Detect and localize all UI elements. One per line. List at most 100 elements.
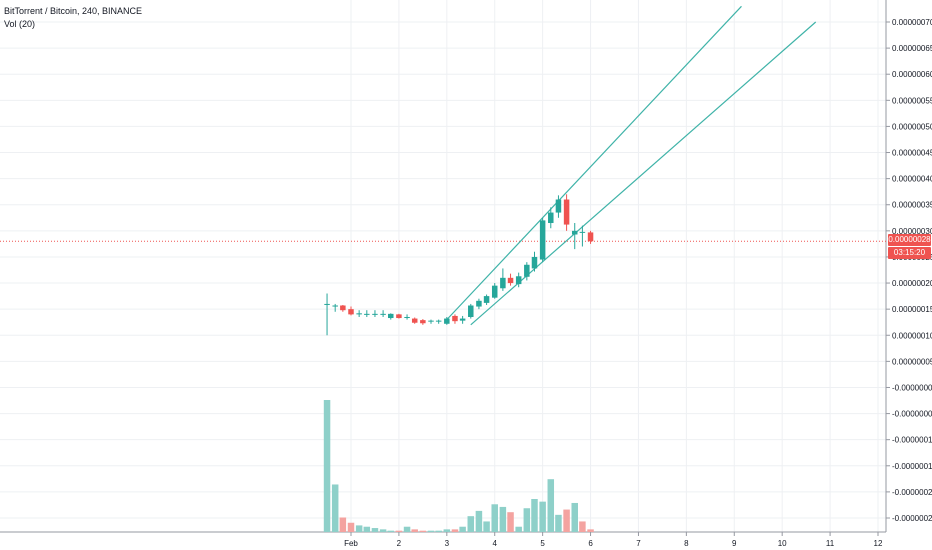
- volume-bar: [371, 528, 379, 532]
- y-tick-label: -0.00000010: [892, 436, 932, 445]
- volume-bar: [451, 529, 459, 532]
- y-tick-label: 0.00000060: [892, 70, 932, 79]
- x-tick-label: 6: [588, 539, 593, 548]
- y-tick-label: 0.00000045: [892, 149, 932, 158]
- volume-bar: [323, 400, 331, 532]
- volume-bar: [483, 521, 490, 532]
- volume-bar: [379, 529, 387, 532]
- volume-bar: [363, 526, 371, 532]
- volume-bar: [427, 530, 435, 532]
- volume-bar: [531, 499, 538, 532]
- volume-bar: [331, 484, 339, 532]
- candle-body: [563, 199, 570, 225]
- volume-bar: [571, 502, 578, 532]
- x-tick-label: 10: [778, 539, 787, 548]
- volume-bar: [339, 517, 347, 532]
- candle-body: [380, 313, 386, 315]
- candle-body: [500, 277, 506, 289]
- candle-body: [348, 309, 354, 315]
- candle-body: [483, 296, 490, 303]
- bar-countdown-tag: 03:15:20: [888, 247, 931, 259]
- volume-bar: [475, 510, 483, 532]
- volume-bar: [523, 508, 531, 532]
- volume-bar: [435, 530, 442, 532]
- candle-body: [507, 277, 514, 284]
- x-tick-label: 7: [636, 539, 641, 548]
- x-tick-label: 5: [540, 539, 545, 548]
- candle-body: [571, 230, 578, 235]
- candle-body: [444, 318, 450, 324]
- candle-body: [468, 305, 474, 317]
- y-tick-label: 0.00000020: [892, 279, 932, 288]
- y-tick-label: 0.00000035: [892, 201, 932, 210]
- candle-body: [459, 318, 466, 321]
- volume-bar: [355, 525, 363, 532]
- y-tick-label: 0.00000030: [892, 227, 932, 236]
- x-tick-label: 8: [684, 539, 689, 548]
- volume-bar: [459, 526, 466, 532]
- volume-bar: [547, 479, 555, 532]
- volume-bar: [579, 521, 586, 532]
- candle-body: [420, 320, 426, 324]
- y-tick-label: 0.00000040: [892, 175, 932, 184]
- candle-body: [539, 220, 546, 260]
- channel-trend-line: [446, 5, 742, 321]
- last-price-tag: 0.00000028: [888, 234, 931, 246]
- candle-body: [476, 300, 482, 307]
- x-tick-label: 2: [397, 539, 402, 548]
- volume-bar: [555, 514, 562, 532]
- candle-body: [524, 264, 530, 277]
- candle-body: [388, 313, 394, 319]
- candle-body: [372, 313, 378, 315]
- volume-bar: [403, 526, 411, 532]
- candle-body: [396, 314, 402, 319]
- x-tick-label: 3: [445, 539, 450, 548]
- x-tick-label: 9: [732, 539, 737, 548]
- channel-trend-line: [470, 21, 817, 326]
- candle-body: [404, 316, 410, 318]
- volume-bar: [395, 530, 403, 532]
- volume-bar: [419, 530, 427, 532]
- candle-body: [548, 212, 554, 224]
- y-tick-label: 0.00000070: [892, 18, 932, 27]
- y-tick-label: -0.00000015: [892, 462, 932, 471]
- volume-bar: [539, 501, 546, 532]
- volume-bar: [347, 522, 355, 532]
- y-tick-label: 0.00000050: [892, 122, 932, 131]
- y-tick-label: -0.00000005: [892, 410, 932, 419]
- volume-bar: [587, 529, 594, 532]
- y-tick-label: 0.00000065: [892, 44, 932, 53]
- candle-body: [332, 305, 338, 307]
- x-tick-label: 4: [493, 539, 498, 548]
- candle-body: [356, 313, 362, 315]
- candle-body: [515, 276, 522, 285]
- volume-bar: [443, 529, 451, 532]
- candle-body: [531, 256, 538, 269]
- volume-bar: [467, 516, 475, 532]
- volume-bar: [507, 512, 514, 532]
- volume-bar: [491, 504, 498, 532]
- volume-bar: [563, 509, 570, 532]
- y-tick-label: -0.00000025: [892, 514, 932, 523]
- symbol-title[interactable]: BitTorrent / Bitcoin, 240, BINANCE: [4, 6, 143, 16]
- y-tick-label: 0.00000005: [892, 357, 932, 366]
- volume-bar: [411, 529, 418, 532]
- x-tick-label: 11: [826, 539, 835, 548]
- candle-body: [364, 313, 370, 315]
- candle-body: [340, 305, 346, 311]
- x-tick-label: Feb: [344, 539, 358, 548]
- volume-indicator-label[interactable]: Vol (20): [4, 19, 36, 29]
- candle-body: [555, 199, 562, 213]
- y-tick-label: -0.00000020: [892, 488, 932, 497]
- y-tick-label: 0.00000015: [892, 305, 932, 314]
- candle-body: [491, 285, 498, 298]
- candle-body: [452, 315, 458, 322]
- candle-body: [587, 232, 594, 242]
- candle-body: [435, 320, 442, 322]
- y-tick-label: -0.00000000: [892, 383, 932, 392]
- volume-bar: [499, 506, 507, 532]
- y-tick-label: 0.00000010: [892, 331, 932, 340]
- x-tick-label: 12: [874, 539, 883, 548]
- volume-bar: [387, 530, 395, 532]
